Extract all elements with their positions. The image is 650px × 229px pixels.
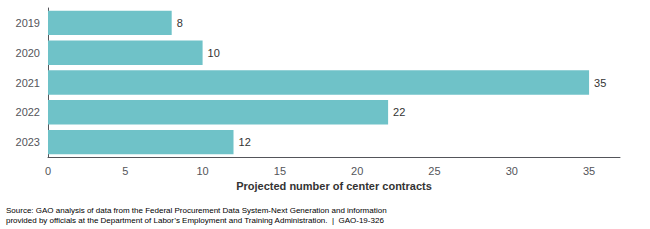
svg-text:20: 20 bbox=[351, 165, 363, 177]
svg-text:10: 10 bbox=[196, 165, 208, 177]
svg-text:2023: 2023 bbox=[16, 136, 40, 148]
svg-text:10: 10 bbox=[208, 47, 220, 59]
svg-text:22: 22 bbox=[393, 106, 405, 118]
svg-text:35: 35 bbox=[583, 165, 595, 177]
svg-text:35: 35 bbox=[594, 77, 606, 89]
svg-text:2021: 2021 bbox=[16, 77, 40, 89]
svg-text:Source: GAO analysis of data f: Source: GAO analysis of data from the Fe… bbox=[6, 206, 387, 215]
svg-text:12: 12 bbox=[239, 136, 251, 148]
svg-text:Projected number of center con: Projected number of center contracts bbox=[236, 180, 432, 192]
svg-text:provided by officials at the D: provided by officials at the Department … bbox=[6, 216, 384, 225]
svg-text:25: 25 bbox=[428, 165, 440, 177]
svg-text:2020: 2020 bbox=[16, 47, 40, 59]
svg-text:30: 30 bbox=[506, 165, 518, 177]
svg-text:5: 5 bbox=[122, 165, 128, 177]
svg-text:2022: 2022 bbox=[16, 106, 40, 118]
svg-text:8: 8 bbox=[177, 17, 183, 29]
svg-text:0: 0 bbox=[45, 165, 51, 177]
svg-text:15: 15 bbox=[274, 165, 286, 177]
svg-text:2019: 2019 bbox=[16, 17, 40, 29]
